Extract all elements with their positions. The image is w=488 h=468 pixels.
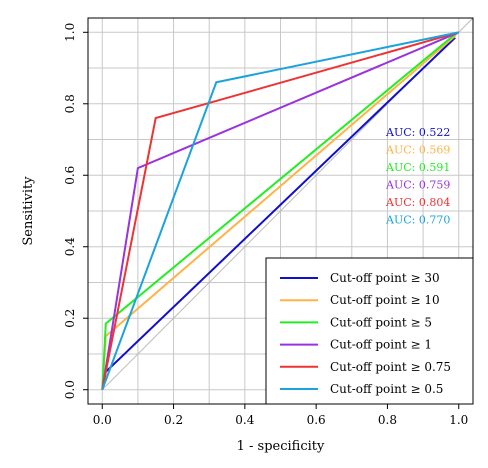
x-tick-label: 0.8	[378, 413, 397, 427]
x-tick-label: 0.2	[164, 413, 183, 427]
x-tick-label: 0.6	[307, 413, 326, 427]
auc-label-6: AUC: 0.770	[385, 214, 450, 227]
series-line-4	[101, 31, 460, 390]
legend: Cut-off point ≥ 30 Cut-off point ≥ 10 Cut-…	[265, 257, 474, 405]
legend-label: Cut-off point ≥ 5	[330, 315, 432, 329]
legend-items: Cut-off point ≥ 30 Cut-off point ≥ 10 Cut-…	[280, 271, 451, 396]
y-tick-label: 0.8	[63, 94, 77, 113]
y-tick-label: 0.6	[63, 166, 77, 185]
y-tick-label: 0.4	[63, 237, 77, 256]
auc-label-2: AUC: 0.569	[385, 144, 450, 157]
x-axis-label: 1 - specificity	[237, 439, 325, 454]
legend-label: Cut-off point ≥ 10	[330, 293, 440, 307]
legend-label: Cut-off point ≥ 30	[330, 271, 440, 285]
series-line-6	[101, 31, 459, 391]
series-line-5	[101, 31, 459, 390]
y-tick-label: 1.0	[63, 23, 77, 42]
x-tick-label: 0.0	[93, 413, 112, 427]
auc-label-3: AUC: 0.591	[385, 161, 450, 174]
auc-label-4: AUC: 0.759	[385, 179, 450, 192]
series-lines	[101, 31, 460, 391]
y-tick-label: 0.2	[63, 309, 77, 328]
x-tick-label: 1.0	[449, 413, 468, 427]
auc-annotations: AUC: 0.522 AUC: 0.569 AUC: 0.591 AUC: 0.759…	[385, 126, 450, 227]
x-tick-label: 0.4	[235, 413, 254, 427]
legend-label: Cut-off point ≥ 0.75	[330, 360, 451, 374]
x-axis: 0.0 0.2 0.4 0.6 0.8 1.0	[93, 404, 468, 427]
legend-label: Cut-off point ≥ 0.5	[330, 382, 443, 396]
y-axis: 0.0 0.2 0.4 0.6 0.8 1.0	[63, 23, 88, 399]
series-line-3	[101, 33, 456, 390]
legend-label: Cut-off point ≥ 1	[330, 338, 432, 352]
auc-label-5: AUC: 0.804	[385, 196, 450, 209]
y-tick-label: 0.0	[63, 380, 77, 399]
legend-box	[265, 257, 474, 405]
auc-label-1: AUC: 0.522	[385, 126, 450, 139]
y-axis-label: Sensitivity	[21, 176, 36, 246]
